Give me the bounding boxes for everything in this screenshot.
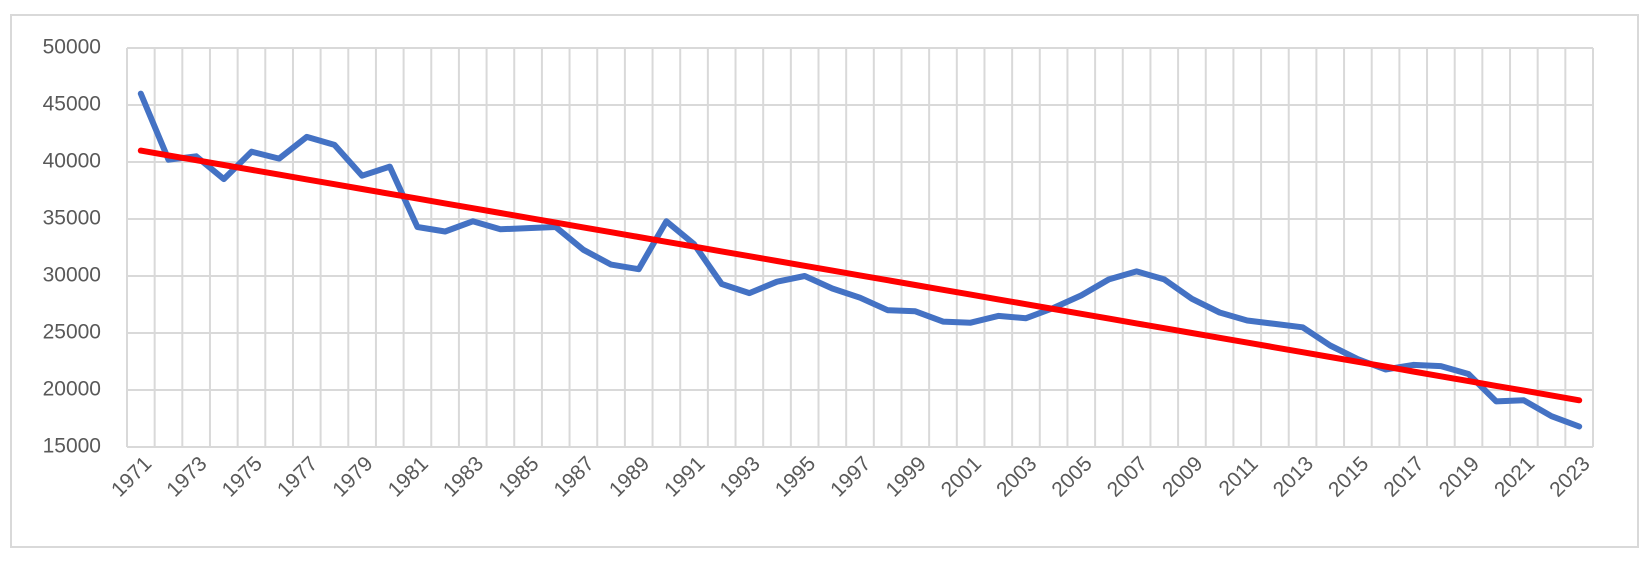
chart-border	[10, 14, 1639, 548]
y-tick-label: 30000	[43, 264, 101, 287]
y-tick-label: 45000	[43, 93, 101, 116]
y-tick-label: 15000	[43, 435, 101, 458]
y-tick-label: 50000	[43, 36, 101, 59]
series-line	[137, 90, 1583, 430]
y-tick-label: 40000	[43, 150, 101, 173]
y-tick-label: 20000	[43, 378, 101, 401]
y-tick-label: 35000	[43, 207, 101, 230]
series-line	[137, 147, 1583, 404]
y-tick-label: 25000	[43, 321, 101, 344]
